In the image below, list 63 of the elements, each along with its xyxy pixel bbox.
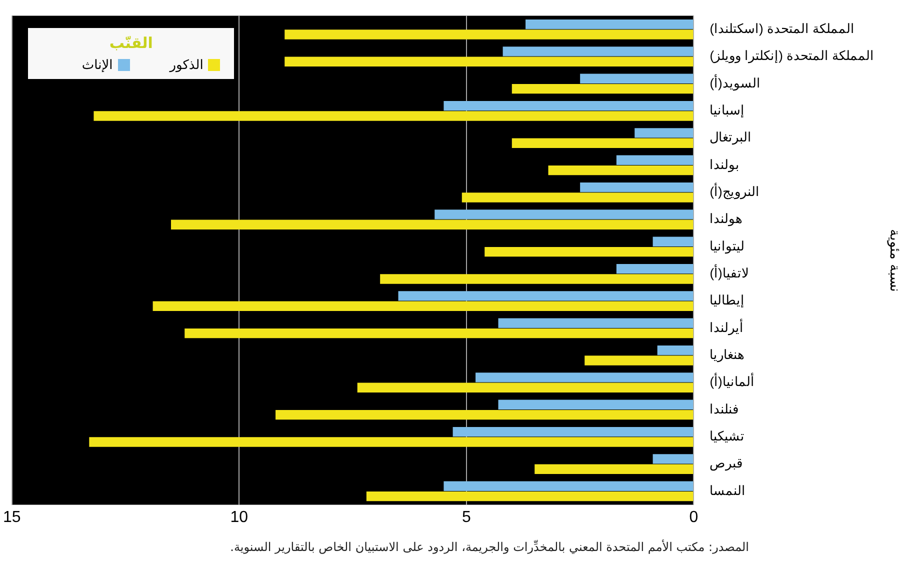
y-tick-label: بولندا [710, 156, 740, 173]
bar [357, 382, 694, 392]
y-tick-label: أيرلندا [710, 318, 744, 336]
bar [380, 274, 694, 284]
bar [476, 372, 694, 382]
bar [398, 291, 694, 301]
bar [580, 74, 694, 84]
legend-label: الذكور [170, 58, 204, 73]
bar [534, 464, 694, 474]
x-tick-label: 15 [3, 508, 21, 526]
bar [462, 192, 694, 202]
bar [584, 356, 694, 366]
y-tick-label: هنغاريا [710, 346, 745, 363]
bar [152, 301, 694, 311]
x-tick-label: 0 [689, 508, 698, 526]
legend-label: الإناث [82, 58, 113, 73]
bar [284, 30, 694, 40]
bar [652, 454, 694, 464]
y-tick-label: المملكة المتحدة (إنكلترا وويلز) [710, 48, 874, 64]
y-tick-label: ليتوانيا [710, 238, 745, 254]
bar [512, 138, 694, 148]
bar [512, 84, 694, 94]
y-tick-label: النمسا [710, 482, 746, 498]
bar [652, 236, 694, 246]
x-tick-label: 5 [462, 508, 471, 526]
bar [616, 264, 694, 274]
y-tick-label: فنلندا [710, 401, 739, 416]
bar [276, 410, 694, 420]
bar [89, 437, 694, 447]
y-tick-label: المملكة المتحدة (اسكتلندا) [710, 20, 855, 36]
bar [484, 246, 694, 257]
y-tick-label: البرتغال [710, 130, 752, 146]
legend-title: القنّب [108, 34, 154, 52]
y-tick-label: النرويج(أ) [710, 182, 760, 200]
bar [580, 182, 694, 192]
bar [434, 210, 694, 220]
y-tick-label: السويد(أ) [710, 74, 760, 92]
bar [548, 165, 694, 176]
bar [94, 111, 694, 121]
bar [366, 491, 694, 502]
y-tick-label: تشيكيا [710, 428, 745, 444]
y-axis-title: نسبة مئوية [886, 228, 904, 292]
bar [444, 481, 694, 491]
y-tick-label: إسبانيا [710, 102, 745, 118]
bar [657, 345, 694, 356]
x-tick-label: 10 [230, 508, 248, 526]
text: المصدر: مكتب الأمم المتحدة المعني بالمخدِّرات والجريمة، الردود على الاستبيان الخاص بالتقارير السنوية. [230, 540, 749, 554]
bar [634, 128, 694, 138]
bar [444, 100, 694, 111]
y-tick-label: ألمانيا(أ) [710, 373, 754, 390]
bar [502, 46, 694, 56]
bar [526, 19, 694, 30]
bar [184, 328, 694, 338]
bar [284, 56, 694, 66]
y-tick-label: قبرص [710, 456, 743, 472]
bar [452, 426, 694, 437]
bar [616, 155, 694, 165]
bar [170, 220, 694, 230]
y-tick-label: إيطاليا [710, 292, 745, 309]
y-tick-label: لاتفيا(أ) [710, 264, 748, 280]
bar [498, 318, 694, 328]
bar [498, 400, 694, 410]
y-tick-label: هولندا [710, 211, 743, 228]
